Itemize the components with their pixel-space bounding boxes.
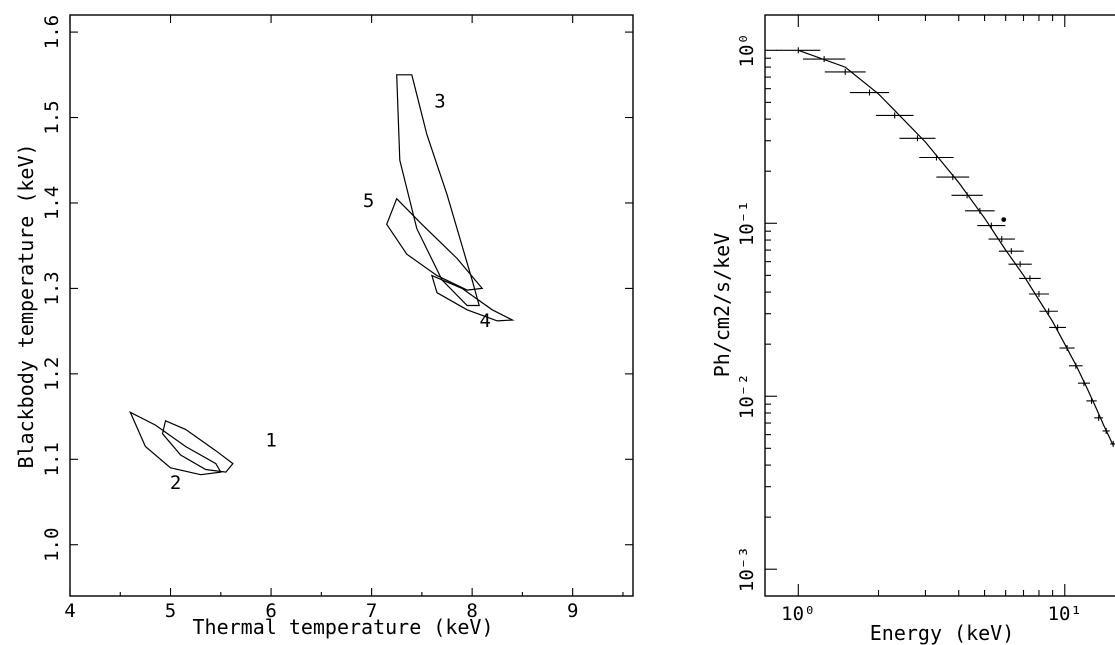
confidence-contours: 1 2 3 4 5: [129, 74, 515, 494]
left-x-tick-label: 4: [64, 600, 75, 622]
contour-label-2: 2: [170, 472, 181, 494]
left-x-tick-label: 5: [165, 600, 176, 622]
right-y-tick-label: 10⁻¹: [736, 200, 758, 246]
right-x-tick-label: 10¹: [1048, 603, 1082, 625]
left-x-tick-label: 9: [567, 600, 578, 622]
contour-label-3: 3: [434, 90, 445, 112]
left-y-tick-label: 1.2: [41, 357, 63, 391]
left-y-tick-label: 1.4: [41, 186, 63, 220]
left-y-tick-label: 1.5: [41, 100, 63, 134]
contour-4: [430, 274, 515, 322]
right-y-tick-label: 10⁻³: [736, 546, 758, 592]
left-x-axis-label: Thermal temperature (keV): [192, 615, 493, 639]
right-y-tick-label: 10⁻²: [736, 373, 758, 419]
contour-label-4: 4: [479, 310, 490, 332]
right-y-tick-label: 10⁰: [736, 33, 758, 67]
right-x-axis-label: Energy (keV): [870, 621, 1015, 645]
right-plot-frame: [764, 14, 1115, 597]
outlier-dot: [1001, 217, 1007, 223]
contour-5: [386, 197, 484, 291]
right-x-tick-label: 10⁰: [781, 603, 815, 625]
left-plot-frame: [69, 14, 634, 597]
spectrum-data: [776, 47, 1115, 447]
contour-1: [161, 419, 234, 473]
model-curve: [798, 49, 1114, 446]
left-axis-ticks: 4 5 6 7 8 9 1.0 1.1 1.2 1.3 1.4 1.5 1.6: [41, 15, 633, 622]
left-x-tick-label: 6: [265, 600, 276, 622]
left-y-tick-label: 1.6: [41, 15, 63, 49]
contour-2: [129, 411, 222, 476]
left-contour-plot: 4 5 6 7 8 9 1.0 1.1 1.2 1.3 1.4 1.5 1.6 1 2 3 4 5 Therma…: [14, 14, 634, 639]
right-spectrum-plot: 10⁰ 10¹ 10⁰ 10⁻¹ 10⁻² 10⁻³ Energy (keV) Ph/cm…: [710, 14, 1115, 645]
right-axis-ticks: 10⁰ 10¹ 10⁰ 10⁻¹ 10⁻² 10⁻³: [736, 15, 1082, 625]
contour-label-5: 5: [363, 190, 374, 212]
left-y-tick-label: 1.0: [41, 528, 63, 562]
left-y-tick-label: 1.1: [41, 442, 63, 476]
left-y-tick-label: 1.3: [41, 271, 63, 305]
right-y-axis-label: Ph/cm2/s/keV: [710, 233, 734, 378]
left-y-axis-label: Blackbody temperature (keV): [14, 143, 38, 468]
left-x-tick-label: 7: [366, 600, 377, 622]
contour-label-1: 1: [265, 429, 276, 451]
contour-3: [396, 74, 480, 307]
left-x-tick-label: 8: [466, 600, 477, 622]
